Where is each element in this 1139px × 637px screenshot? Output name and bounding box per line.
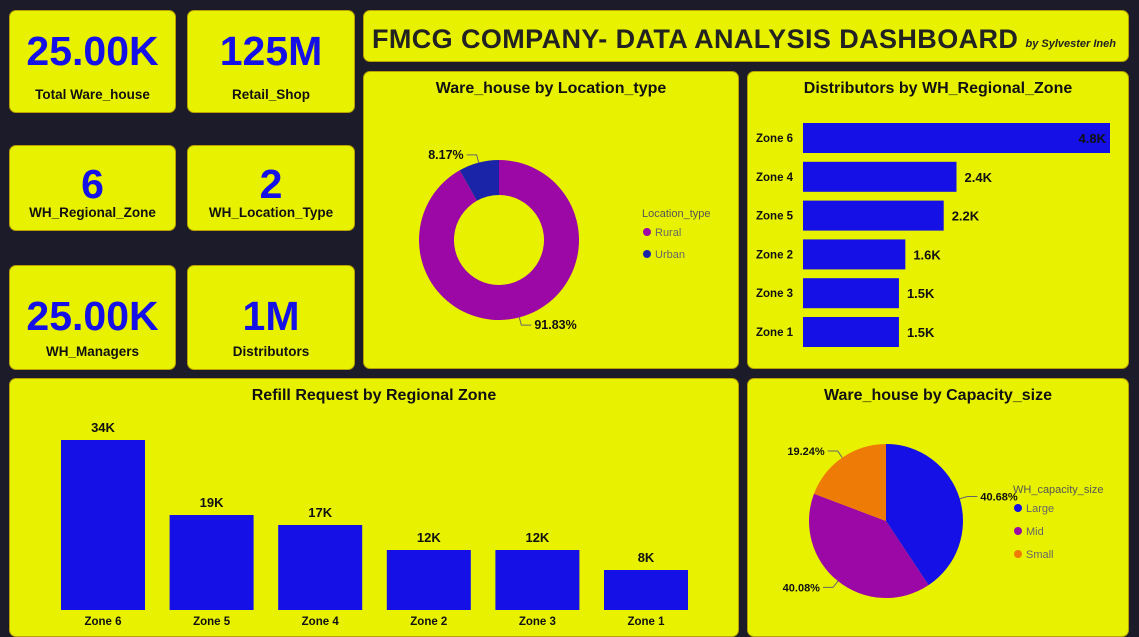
pie-slice-rural[interactable]: [419, 160, 579, 320]
legend-swatch: [1014, 527, 1022, 535]
leader-line: [827, 450, 843, 458]
page-title: FMCG COMPANY- DATA ANALYSIS DASHBOARD: [372, 24, 1019, 54]
legend-title: Location_type: [642, 208, 711, 220]
legend-item[interactable]: Mid: [1026, 526, 1044, 538]
y-tick-label: Zone 6: [756, 133, 793, 145]
kpi-value: 25.00K: [26, 293, 159, 339]
y-tick-label: Zone 2: [756, 249, 793, 261]
pie-slice-large[interactable]: [886, 444, 963, 586]
location-type-chart-card: Ware_house by Location_type 91.83% 8.17% L…: [363, 71, 739, 369]
data-label: 1.6K: [913, 247, 941, 262]
pie-slice-urban[interactable]: [459, 160, 499, 201]
leader-line: [822, 580, 839, 588]
kpi-value: 25.00K: [26, 28, 159, 74]
y-tick-label: Zone 4: [756, 172, 794, 184]
kpi-card-regional-zone: 6 WH_Regional_Zone: [9, 145, 176, 231]
refill-chart-card: Refill Request by Regional Zone 34K Zone …: [9, 378, 739, 637]
kpi-label: WH_Regional_Zone: [29, 204, 156, 220]
bar[interactable]: [803, 123, 1110, 153]
author-credit: by Sylvester Ineh: [1025, 38, 1117, 50]
x-tick-label: Zone 1: [627, 616, 665, 628]
x-tick-label: Zone 2: [410, 616, 447, 628]
chart-title: Ware_house by Capacity_size: [824, 387, 1052, 404]
leader-line: [466, 154, 480, 163]
kpi-label: Distributors: [232, 343, 310, 359]
kpi-label: Total Ware_house: [35, 86, 150, 102]
data-label: 17K: [308, 505, 332, 520]
pie-slice-small[interactable]: [813, 444, 886, 521]
bar[interactable]: [278, 525, 363, 610]
x-tick-label: Zone 3: [519, 616, 556, 628]
bar[interactable]: [803, 317, 899, 347]
data-label: 4.8K: [1079, 131, 1107, 146]
dashboard-header: FMCG COMPANY- DATA ANALYSIS DASHBOARD by…: [363, 10, 1129, 62]
legend-title: WH_capacity_size: [1013, 484, 1103, 496]
x-tick-label: Zone 6: [84, 616, 121, 628]
legend-item[interactable]: Small: [1026, 549, 1054, 561]
legend-swatch: [643, 228, 651, 236]
chart-title: Distributors by WH_Regional_Zone: [803, 80, 1073, 97]
kpi-card-total-warehouse: 25.00K Total Ware_house: [9, 10, 176, 113]
capacity-pie-chart: 40.68% 40.08% 19.24% WH_capacity_size Large M…: [783, 444, 1103, 598]
data-label: 19.24%: [787, 446, 825, 458]
distributors-chart-card: Distributors by WH_Regional_Zone Zone 6 4…: [747, 71, 1129, 369]
kpi-label: WH_Location_Type: [208, 204, 334, 220]
legend-swatch: [1014, 504, 1022, 512]
bar[interactable]: [803, 200, 944, 231]
legend-item[interactable]: Rural: [655, 227, 681, 239]
kpi-value: 1M: [242, 293, 300, 339]
kpi-card-distributors: 1M Distributors: [187, 265, 355, 370]
y-tick-label: Zone 1: [756, 327, 794, 339]
data-label: 40.68%: [980, 491, 1018, 503]
data-label: 12K: [417, 530, 441, 545]
data-label: 19K: [200, 495, 224, 510]
chart-title: Ware_house by Location_type: [435, 80, 667, 97]
data-label: 2.4K: [965, 170, 993, 185]
bar[interactable]: [803, 278, 899, 309]
bar[interactable]: [386, 550, 471, 610]
x-tick-label: Zone 4: [302, 616, 340, 628]
kpi-label: WH_Managers: [45, 343, 140, 359]
kpi-card-retail-shop: 125M Retail_Shop: [187, 10, 355, 113]
kpi-value: 2: [259, 161, 283, 207]
kpi-card-wh-managers: 25.00K WH_Managers: [9, 265, 176, 370]
bar[interactable]: [803, 161, 957, 192]
leader-line: [518, 317, 532, 326]
kpi-value: 125M: [219, 28, 323, 74]
leader-line: [959, 495, 978, 500]
data-label: 34K: [91, 420, 115, 435]
data-label: 8K: [638, 550, 655, 565]
data-label: 40.08%: [783, 582, 821, 594]
legend-swatch: [643, 250, 651, 258]
pie-slice-mid[interactable]: [809, 493, 929, 598]
y-tick-label: Zone 5: [756, 211, 794, 223]
data-label: 8.17%: [428, 148, 463, 162]
bar[interactable]: [169, 515, 254, 610]
bar[interactable]: [604, 570, 688, 610]
chart-title: Refill Request by Regional Zone: [251, 387, 497, 404]
legend-item[interactable]: Large: [1026, 503, 1054, 515]
capacity-chart-card: Ware_house by Capacity_size 40.68% 40.08%…: [747, 378, 1129, 637]
refill-bar-chart: 34K Zone 6 19K Zone 5 17K Zone 4 12K Zone 2 12K Z…: [61, 420, 688, 628]
kpi-card-location-type: 2 WH_Location_Type: [187, 145, 355, 231]
data-label: 12K: [525, 530, 549, 545]
legend-swatch: [1014, 550, 1022, 558]
location-type-donut-chart: 91.83% 8.17% Location_type Rural Urban: [419, 148, 711, 332]
bar[interactable]: [61, 440, 145, 610]
bar[interactable]: [495, 550, 580, 610]
bar[interactable]: [803, 239, 906, 270]
data-label: 2.2K: [952, 209, 980, 224]
kpi-value: 6: [81, 161, 104, 207]
data-label: 1.5K: [907, 286, 935, 301]
y-tick-label: Zone 3: [756, 288, 793, 300]
legend-item[interactable]: Urban: [655, 249, 685, 261]
distributors-bar-chart: Zone 6 4.8K Zone 4 2.4K Zone 5 2.2K Zone 2 1.6K…: [756, 123, 1110, 347]
kpi-label: Retail_Shop: [231, 86, 310, 102]
x-tick-label: Zone 5: [193, 616, 231, 628]
data-label: 1.5K: [907, 325, 935, 340]
data-label: 91.83%: [534, 318, 576, 332]
